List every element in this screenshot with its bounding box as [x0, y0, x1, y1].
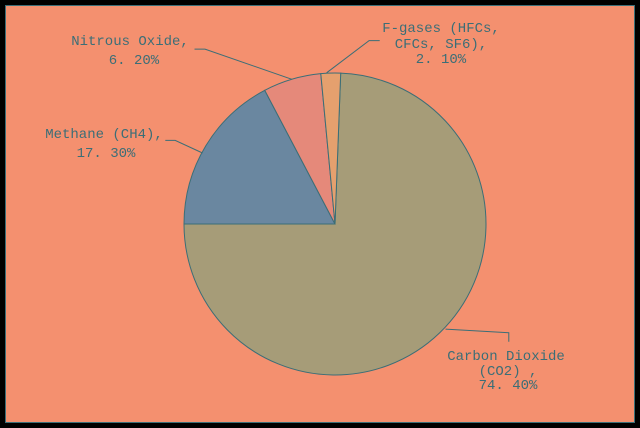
svg-text:F-gases (HFCs,: F-gases (HFCs,: [382, 21, 500, 37]
svg-text:Carbon Dioxide: Carbon Dioxide: [447, 349, 565, 365]
svg-text:6. 20%: 6. 20%: [109, 53, 160, 69]
svg-text:CFCs, SF6),: CFCs, SF6),: [395, 37, 487, 53]
svg-text:2. 10%: 2. 10%: [416, 52, 467, 68]
svg-text:17. 30%: 17. 30%: [77, 146, 136, 162]
svg-text:Methane (CH4),: Methane (CH4),: [45, 127, 163, 143]
svg-text:Nitrous Oxide,: Nitrous Oxide,: [71, 34, 189, 50]
svg-text:74. 40%: 74. 40%: [479, 378, 538, 394]
